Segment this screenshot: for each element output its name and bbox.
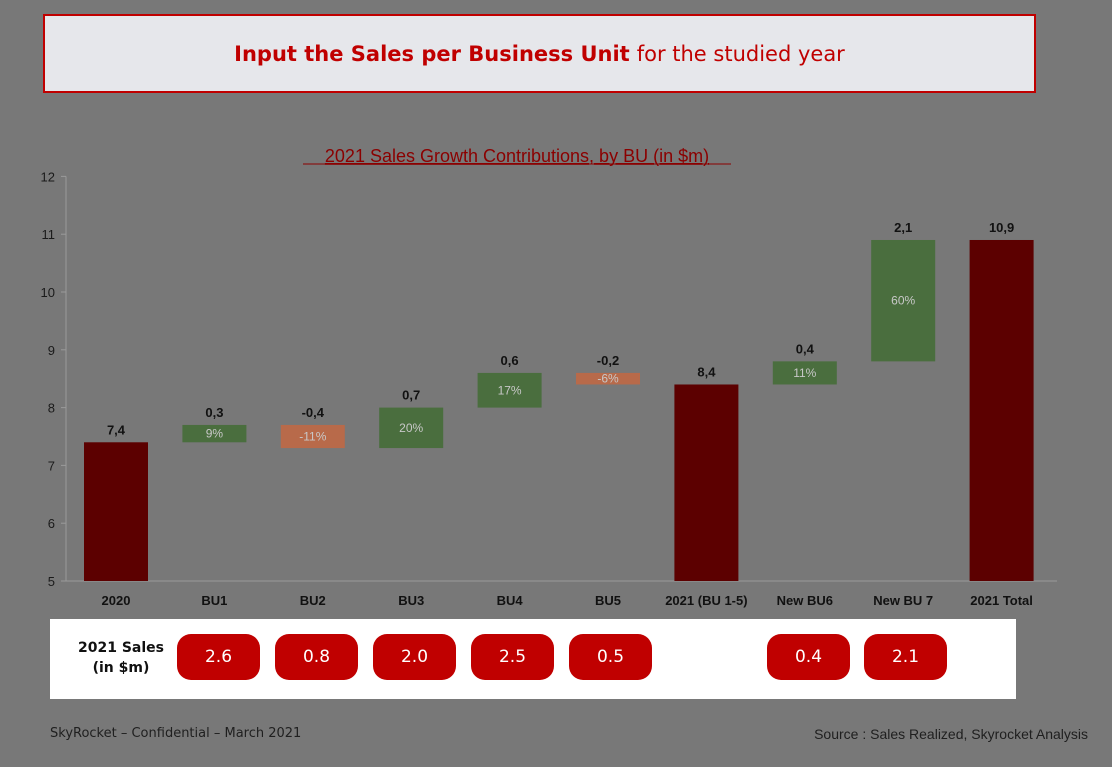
x-category-label: 2020	[102, 593, 131, 608]
sales-row-label-line1: 2021 Sales	[78, 640, 164, 656]
footer-source: Source : Sales Realized, Skyrocket Analy…	[814, 726, 1088, 742]
bar-value-label: 0,6	[501, 353, 519, 368]
sales-row-label: 2021 Sales (in $m)	[74, 638, 168, 678]
x-category-label: 2021 Total	[970, 593, 1033, 608]
bar-value-label: -0,4	[302, 405, 325, 420]
sales-input-bu3[interactable]: 2.0	[373, 634, 456, 680]
x-category-label: BU2	[300, 593, 326, 608]
sales-input-bu2[interactable]: 0.8	[275, 634, 358, 680]
bar-value-label: 10,9	[989, 220, 1014, 235]
x-category-label: New BU 7	[873, 593, 933, 608]
bar-bu5	[576, 372, 640, 385]
x-category-label: 2021 (BU 1-5)	[665, 593, 747, 608]
y-tick-label: 11	[42, 227, 56, 242]
sales-input-bu7[interactable]: 2.1	[864, 634, 947, 680]
bar-percent-label: 17%	[498, 383, 522, 397]
x-category-label: BU3	[398, 593, 424, 608]
y-tick-label: 7	[48, 458, 55, 473]
y-tick-label: 10	[41, 285, 55, 300]
footer-confidential: SkyRocket – Confidential – March 2021	[50, 726, 302, 741]
x-category-label: BU1	[201, 593, 227, 608]
sales-row-label-line2: (in $m)	[92, 660, 150, 676]
bar-bu1	[182, 424, 247, 443]
bar-2020	[84, 442, 148, 581]
y-tick-label: 9	[48, 343, 55, 358]
y-tick-label: 6	[48, 516, 55, 531]
bar-value-label: 0,3	[205, 405, 223, 420]
bar-bu3	[379, 407, 444, 449]
sales-input-bu5[interactable]: 0.5	[569, 634, 652, 680]
bar-percent-label: 9%	[206, 427, 224, 441]
bar-value-label: 0,4	[796, 341, 815, 356]
bar-new-bu-7	[871, 239, 936, 362]
bar-bu4	[477, 372, 542, 408]
instruction-banner: Input the Sales per Business Unit for th…	[43, 14, 1036, 93]
banner-bold-text: Input the Sales per Business Unit	[234, 41, 630, 66]
y-tick-label: 8	[48, 401, 55, 416]
bar-percent-label: 60%	[891, 294, 915, 308]
bar-percent-label: -11%	[299, 430, 326, 444]
chart-title: 2021 Sales Growth Contributions, by BU (…	[325, 146, 709, 166]
sales-input-bu6[interactable]: 0.4	[767, 634, 850, 680]
bar-bu2	[280, 424, 345, 449]
bar-value-label: 2,1	[894, 220, 912, 235]
bar-percent-label: 20%	[399, 421, 423, 435]
bar-value-label: -0,2	[597, 353, 619, 368]
bar-value-label: 0,7	[402, 388, 420, 403]
bar-2021-total	[969, 239, 1034, 582]
sales-input-bu1[interactable]: 2.6	[177, 634, 260, 680]
x-category-label: BU4	[497, 593, 524, 608]
bar-value-label: 7,4	[107, 422, 126, 437]
y-tick-label: 12	[41, 169, 55, 184]
y-tick-label: 5	[48, 574, 55, 589]
x-category-label: BU5	[595, 593, 621, 608]
bar-new-bu6	[772, 361, 837, 385]
x-category-label: New BU6	[777, 593, 833, 608]
sales-input-bu4[interactable]: 2.5	[471, 634, 554, 680]
bar-percent-label: 11%	[793, 366, 816, 380]
bar-percent-label: -6%	[597, 372, 619, 386]
banner-rest-text: for the studied year	[636, 41, 845, 66]
bar-value-label: 8,4	[697, 364, 716, 379]
bar-2021-bu-1-5-	[674, 384, 739, 581]
waterfall-chart: 2021 Sales Growth Contributions, by BU (…	[41, 146, 1057, 608]
